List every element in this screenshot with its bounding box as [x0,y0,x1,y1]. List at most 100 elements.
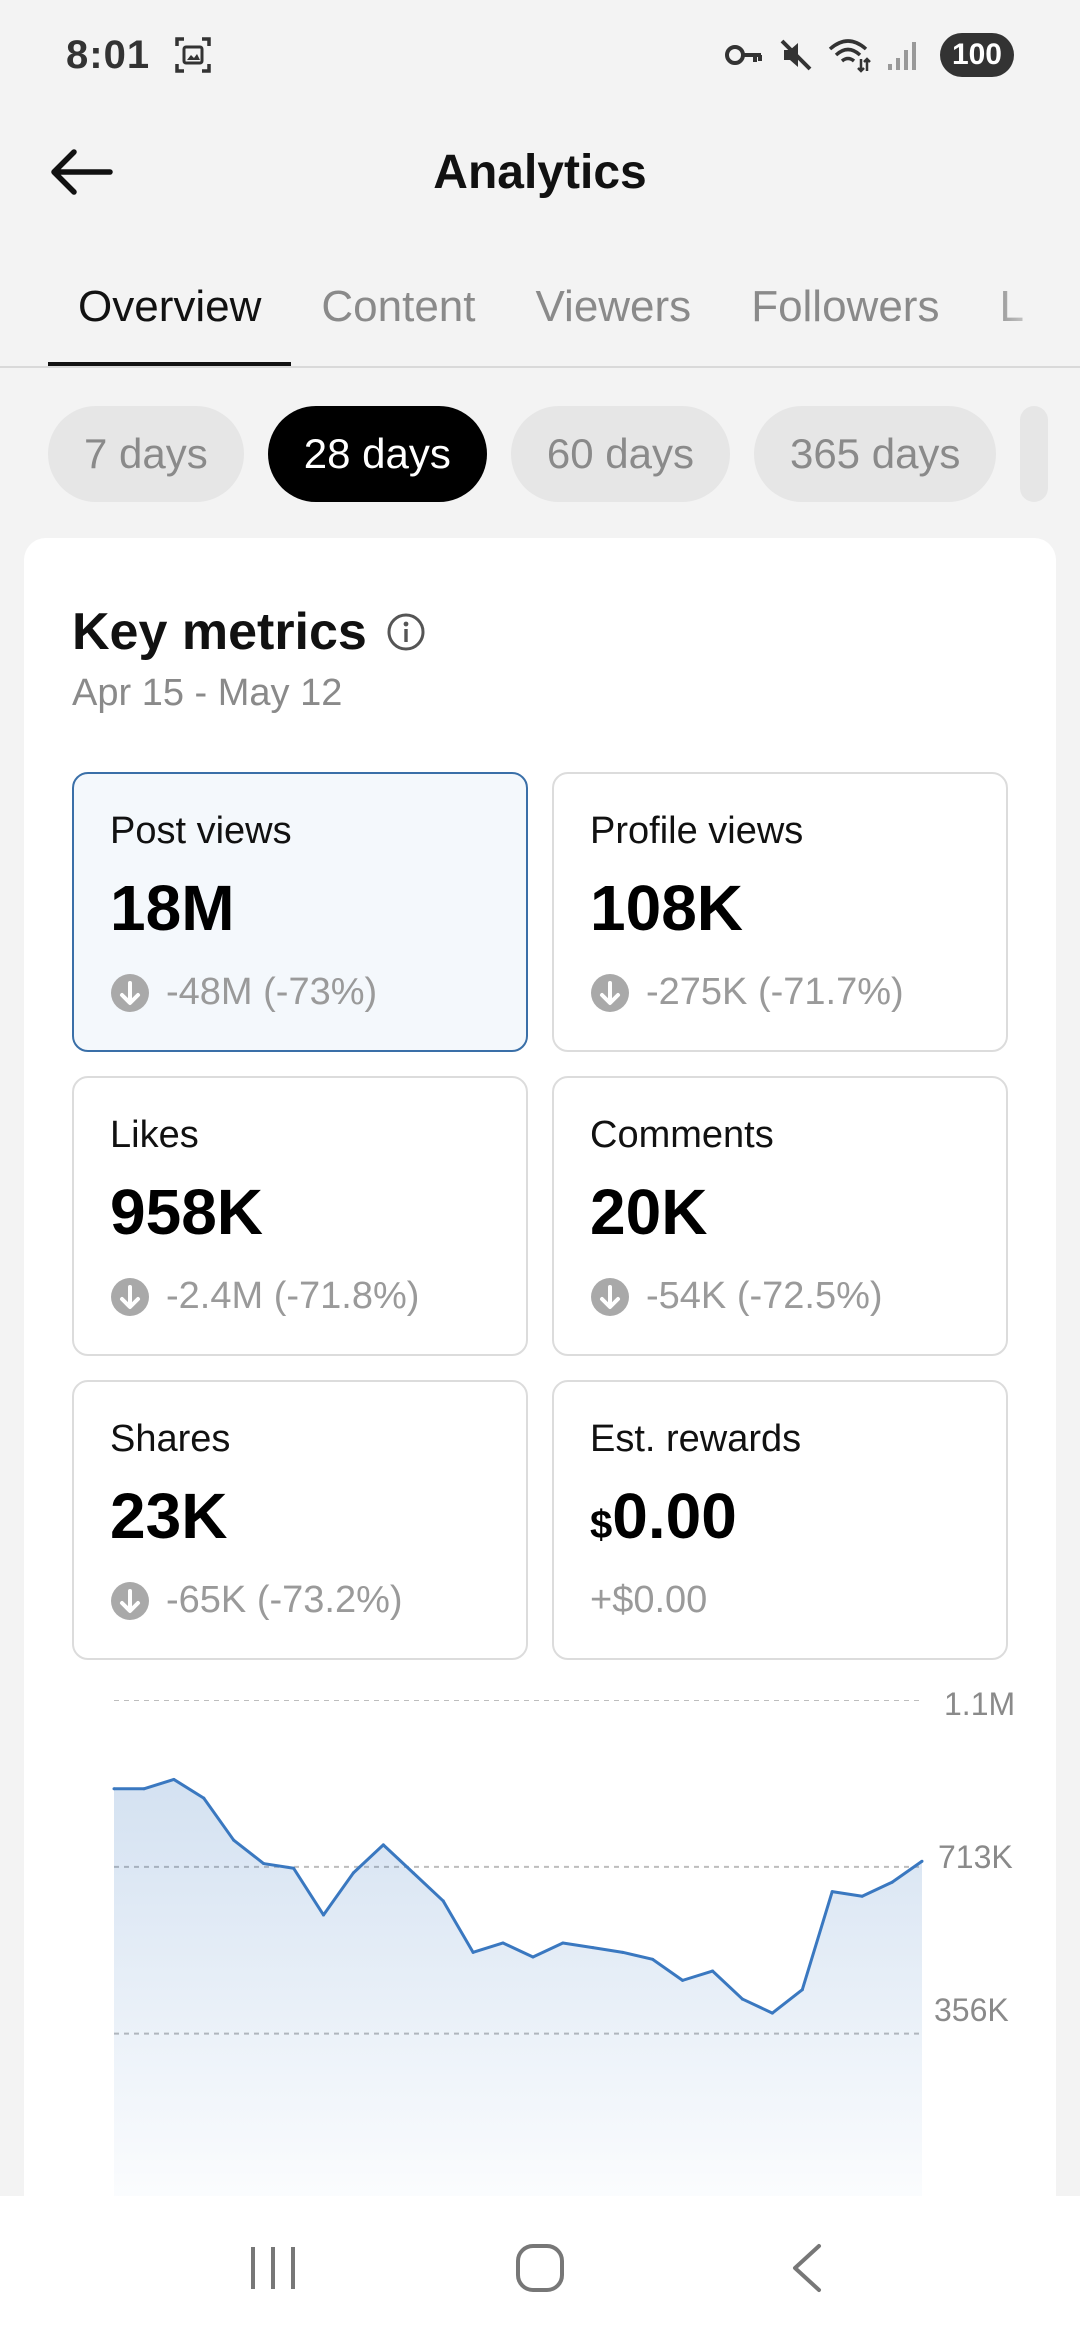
signal-icon [886,38,920,72]
metric-change: -65K (-73.2%) [110,1579,490,1622]
chart-point-24 [830,1890,834,1894]
tab-content[interactable]: Content [321,282,476,331]
metric-change: +$0.00 [590,1579,970,1622]
metric-label: Likes [110,1114,199,1156]
date-range: Apr 15 - May 12 [72,672,343,714]
metric-shares[interactable]: Shares 23K -65K (-73.2%) [72,1380,528,1660]
arrow-down-circle-icon [591,973,629,1012]
chart-point-21 [740,1997,744,2001]
metric-label: Shares [110,1418,231,1460]
chart-line [114,1777,923,2015]
key-metrics-card: Key metrics Apr 15 - May 12 Post views 1… [24,538,1056,2340]
metric-label: Est. rewards [590,1418,802,1460]
screenshot-icon [174,36,212,74]
chart-point-16 [591,1946,595,1950]
metric-est-rewards[interactable]: Est. rewards $0.00 +$0.00 [552,1380,1008,1660]
metric-value: 23K [110,1480,228,1552]
metric-value: 20K [590,1176,708,1248]
chart-point-9 [381,1843,385,1847]
metric-change-text: +$0.00 [590,1579,708,1621]
chart-point-25 [860,1894,864,1898]
mute-icon [778,37,814,73]
nav-back-button[interactable] [757,2228,857,2308]
battery-indicator: 100 [939,33,1014,77]
metric-change: -275K (-71.7%) [590,971,970,1014]
y-tick-label: 1.1M [944,1686,1016,1722]
chart-point-27 [920,1859,924,1863]
chart-point-7 [321,1913,325,1917]
key-metrics-title: Key metrics [72,603,367,661]
chart-point-11 [441,1899,445,1903]
metric-change-text: -275K (-71.7%) [646,971,904,1013]
status-bar: 8:01 [0,0,1080,110]
metrics-grid: Post views 18M -48M (-73%) Profile views… [72,772,1008,1660]
chart-svg [112,1700,924,2201]
chart-point-17 [621,1950,625,1954]
chart-point-18 [651,1957,655,1961]
recent-apps-button[interactable] [223,2228,323,2308]
tab-viewers[interactable]: Viewers [535,282,692,331]
tab-followers[interactable]: Followers [751,282,940,331]
metric-change-text: -65K (-73.2%) [166,1579,403,1621]
home-button[interactable] [490,2228,590,2308]
header: Analytics [0,110,1080,234]
metric-change-text: -48M (-73%) [166,971,378,1013]
arrow-down-circle-icon [111,973,149,1012]
info-icon[interactable] [385,611,427,653]
status-icons: 100 [724,33,1014,77]
back-button[interactable] [48,140,118,204]
key-metrics-header: Key metrics [72,602,427,662]
metric-post-views[interactable]: Post views 18M -48M (-73%) [72,772,528,1052]
arrow-down-circle-icon [111,1581,149,1620]
chart-point-2 [172,1777,176,1781]
chart-point-10 [411,1871,415,1875]
chart-point-1 [142,1787,146,1791]
metric-profile-views[interactable]: Profile views 108K -275K (-71.7%) [552,772,1008,1052]
post-views-chart[interactable]: 1.1M 713K 356K [72,1686,1056,2260]
tab-overview[interactable]: Overview [48,256,292,366]
chart-point-20 [711,1969,715,1973]
metric-likes[interactable]: Likes 958K -2.4M (-71.8%) [72,1076,528,1356]
metric-label: Comments [590,1114,774,1156]
chart-point-12 [471,1950,475,1954]
home-icon [515,2244,564,2292]
chart-point-23 [800,1988,804,1992]
metric-value: 108K [590,872,743,944]
chart-point-13 [501,1941,505,1945]
tab-bar: Overview Content Viewers Followers L [0,256,1080,368]
wifi-icon [828,37,872,73]
period-chip-7-days[interactable]: 7 days [48,406,244,502]
chart-point-26 [890,1880,894,1884]
metric-value: $0.00 [590,1479,970,1553]
chart-point-0 [112,1787,116,1791]
chart-point-3 [202,1796,206,1800]
recent-apps-icon [251,2247,296,2289]
metric-value: 18M [110,872,235,944]
metric-value-amount: 0.00 [612,1480,737,1552]
metric-comments[interactable]: Comments 20K -54K (-72.5%) [552,1076,1008,1356]
period-chip-365-days[interactable]: 365 days [753,406,997,502]
metric-value: 958K [110,1176,263,1248]
metric-change-text: -54K (-72.5%) [646,1275,883,1317]
chart-point-6 [292,1866,296,1870]
page-title: Analytics [433,145,647,199]
status-time: 8:01 [66,32,151,77]
tab-fade [990,248,1080,364]
metric-label: Post views [110,810,292,852]
system-nav-bar [0,2196,1080,2340]
key-icon [724,40,764,70]
arrow-down-circle-icon [591,1277,629,1316]
chart-point-19 [681,1978,685,1982]
y-tick-label: 713K [938,1839,1013,1875]
chart-point-15 [561,1941,565,1945]
chart-point-4 [232,1838,236,1842]
metric-change: -54K (-72.5%) [590,1275,970,1318]
period-chip-28-days[interactable]: 28 days [267,406,487,502]
metric-label: Profile views [590,810,804,852]
period-selector: 7 days 28 days 60 days 365 days [48,406,1049,502]
chart-point-14 [531,1955,535,1959]
chart-area [114,1779,922,2200]
period-chip-more[interactable] [1020,406,1049,502]
period-chip-60-days[interactable]: 60 days [510,406,730,502]
